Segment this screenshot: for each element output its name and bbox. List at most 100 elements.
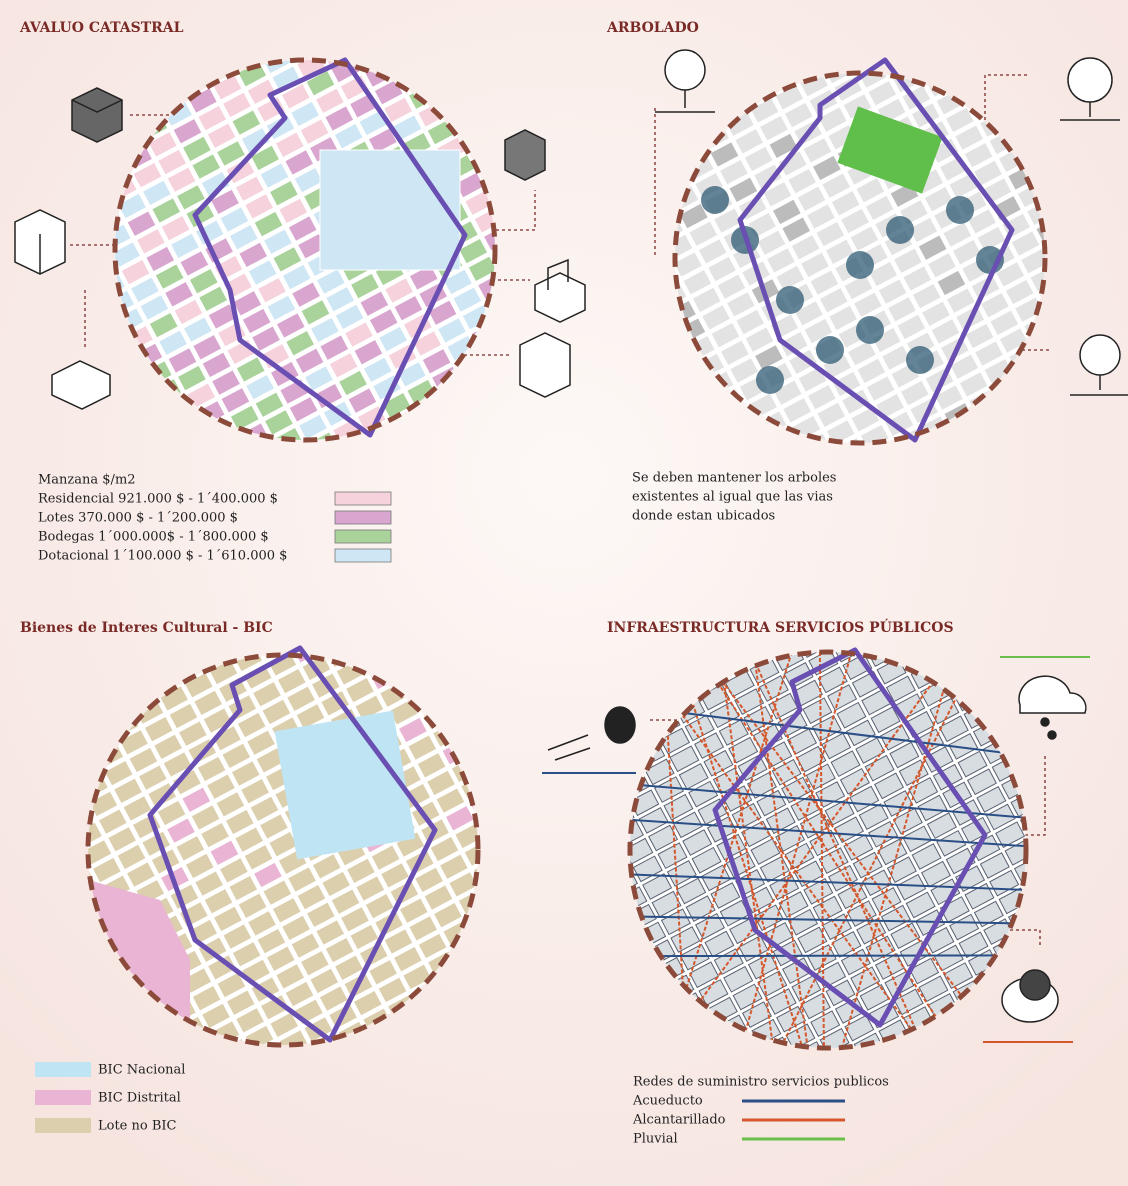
map-block [261, 698, 292, 726]
map-block [362, 356, 393, 384]
map-block [728, 736, 759, 764]
network-pipe [630, 783, 1026, 819]
map-block [948, 733, 979, 760]
map-block [964, 322, 995, 350]
map-block [1035, 217, 1045, 244]
map-border [112, 57, 498, 443]
map-block [458, 237, 489, 265]
map-block [198, 285, 229, 313]
legend-label: Alcantarillado [632, 1113, 726, 1128]
map-block [800, 992, 831, 1020]
map-block [989, 309, 1020, 337]
map-block [157, 148, 188, 176]
map-block [287, 866, 317, 893]
map-block [177, 364, 207, 392]
map-block [818, 287, 849, 314]
map-block [868, 260, 899, 288]
map-block [276, 667, 307, 695]
map-block [685, 895, 716, 923]
tree-cluster [776, 286, 804, 314]
map-block [782, 397, 813, 424]
map-block [980, 291, 1010, 319]
map-border [627, 649, 1029, 1051]
map-block [896, 873, 927, 901]
legend-label: Acueducto [632, 1094, 703, 1109]
map-block [211, 369, 241, 396]
map-block [158, 329, 189, 357]
map-block [257, 276, 287, 304]
map-block [781, 216, 812, 243]
map-block [136, 228, 166, 255]
map-block [679, 943, 710, 971]
map-block [228, 223, 259, 251]
map-block [862, 869, 893, 897]
map-block [691, 286, 722, 314]
map-block [235, 356, 266, 383]
map-block [88, 790, 119, 818]
map-block [324, 936, 355, 964]
legend-label: Dotacional 1´100.000 $ - 1´610.000 $ [38, 549, 287, 564]
map-block [377, 976, 408, 1004]
map-block [378, 325, 409, 353]
map-block [995, 821, 1026, 849]
map-block [732, 983, 763, 1011]
map-block [325, 285, 356, 313]
map-block [675, 251, 703, 278]
map-block [262, 879, 293, 906]
map-block [966, 768, 997, 796]
house-icon [534, 258, 586, 323]
map-block [1010, 230, 1041, 257]
map-block [305, 901, 336, 929]
map-block [765, 247, 796, 274]
map-block [908, 776, 939, 804]
map-block [859, 983, 890, 1011]
map-block [811, 154, 842, 182]
map-block [899, 379, 930, 407]
map-block [867, 80, 898, 107]
tree-icon [655, 49, 715, 113]
map-block [263, 228, 293, 255]
map-block [156, 799, 187, 827]
map-block [707, 255, 737, 283]
map-block [417, 932, 448, 960]
map-block [877, 278, 908, 305]
map-block [653, 776, 685, 803]
note-line: donde estan ubicados [632, 509, 775, 524]
map-block [397, 716, 428, 744]
network-pipe [697, 652, 958, 1048]
map-block [166, 166, 197, 193]
network-pipe [779, 652, 981, 1048]
network-pipe [630, 818, 1026, 848]
map-block [678, 202, 709, 230]
map-block [347, 387, 378, 414]
map-block [865, 375, 896, 402]
map-block [392, 945, 423, 973]
map-block [873, 772, 905, 800]
map-block [130, 276, 160, 304]
tree-cluster [886, 216, 914, 244]
map-block [137, 764, 168, 791]
map [630, 652, 1026, 1048]
map-block [246, 729, 276, 756]
panel-title: ARBOLADO [606, 20, 699, 36]
map-block [368, 959, 399, 986]
map-block [771, 198, 802, 226]
map-block [443, 268, 473, 296]
map-block [264, 409, 294, 436]
icons [14, 49, 1128, 1023]
network-pipe [635, 652, 926, 1048]
study-area [192, 57, 468, 438]
map-border [85, 652, 481, 1048]
legend-swatch [35, 1118, 91, 1133]
map-block [716, 273, 747, 300]
map-block [290, 932, 321, 959]
building-icon [504, 129, 546, 181]
map-block [238, 241, 269, 269]
map-block [147, 131, 178, 158]
tree-icon [1060, 57, 1120, 121]
map-block [998, 327, 1029, 354]
map-block [143, 715, 174, 743]
map-block [967, 208, 997, 235]
map-block [229, 404, 260, 432]
network-pipe [630, 915, 1026, 925]
